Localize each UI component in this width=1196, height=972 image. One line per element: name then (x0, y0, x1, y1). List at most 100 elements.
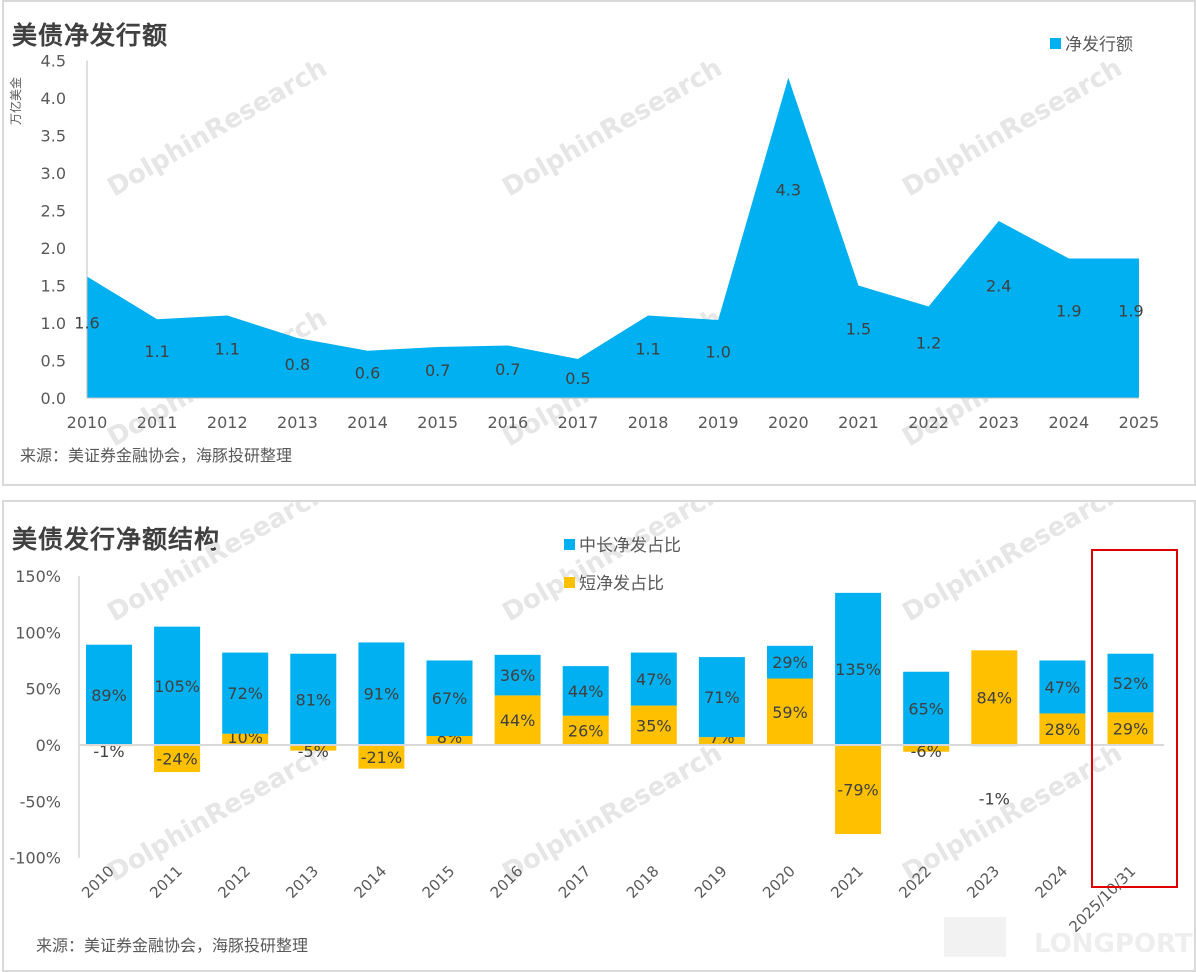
legend-swatch (564, 539, 575, 550)
data-label: -1% (979, 789, 1010, 808)
net-issuance-chart-panel: 美债净发行额 DolphinResearch DolphinResearch Dol… (2, 0, 1196, 486)
data-label: 71% (704, 688, 740, 707)
data-label: 36% (500, 666, 536, 685)
data-label: 135% (835, 660, 881, 679)
watermark-text: DolphinResearch (103, 53, 333, 203)
x-tick-label: 2015 (419, 862, 459, 902)
x-tick-label: 2024 (1049, 413, 1090, 432)
bar-short-term (290, 745, 337, 751)
chart-title: 美债净发行额 (12, 21, 169, 50)
x-tick-label: 2015 (417, 413, 458, 432)
data-label: 65% (908, 699, 944, 718)
bar-mid-long-term (426, 660, 473, 736)
x-tick-label: 2013 (277, 413, 318, 432)
x-tick-label: 2022 (908, 413, 949, 432)
bar-mid-long-term (1039, 660, 1086, 714)
legend-label: 短净发占比 (579, 574, 664, 594)
bar-mid-long-term (903, 671, 950, 745)
x-tick-label: 2018 (623, 862, 663, 902)
issuance-structure-chart-panel: 美债发行净额结构 DolphinResearch DolphinResearch D… (2, 500, 1196, 972)
data-label: 89% (91, 686, 127, 705)
watermark-text: DolphinResearch (103, 502, 333, 628)
bar-short-term (630, 705, 677, 745)
y-tick-label: 1.0 (41, 314, 66, 333)
bar-mid-long-term (835, 592, 882, 745)
watermark-text: DolphinResearch (898, 53, 1128, 203)
bar-short-term (562, 715, 609, 745)
bar-short-term (698, 737, 745, 745)
data-label: 47% (636, 670, 672, 689)
bar-short-term (494, 695, 541, 745)
x-tick-label: 2014 (350, 862, 390, 902)
bar-short-term (971, 650, 1018, 745)
x-tick-label: 2011 (146, 862, 186, 902)
x-tick-label: 2023 (963, 862, 1003, 902)
y-tick-label: 3.5 (41, 127, 66, 146)
x-tick-label: 2021 (827, 862, 867, 902)
data-label: 1.1 (635, 340, 660, 359)
legend-label: 净发行额 (1065, 35, 1133, 55)
y-tick-label: -100% (9, 849, 61, 868)
watermark-text: DolphinResearch (498, 502, 728, 628)
x-tick-label: 2019 (698, 413, 739, 432)
data-label: 1.1 (215, 340, 240, 359)
data-label: 1.9 (1118, 302, 1143, 321)
chart-source: 来源：美证券金融协会，海豚投研整理 (36, 936, 309, 955)
data-label: 28% (1045, 720, 1081, 739)
data-label: 1.5 (846, 320, 871, 339)
y-tick-label: 50% (25, 680, 61, 699)
data-label: 35% (636, 716, 672, 735)
bar-short-term (222, 733, 269, 745)
x-tick-label: 2025/10/31 (1065, 862, 1139, 936)
x-tick-label: 2021 (838, 413, 879, 432)
data-label: 81% (296, 690, 332, 709)
x-tick-label: 2024 (1031, 862, 1071, 902)
x-tick-label: 2012 (207, 413, 248, 432)
x-tick-label: 2025 (1119, 413, 1160, 432)
bar-mid-long-term (698, 657, 745, 738)
bar-short-term (903, 745, 950, 752)
data-label: 0.7 (425, 361, 450, 380)
x-tick-label: 2010 (67, 413, 108, 432)
data-label: 67% (432, 689, 468, 708)
y-axis-unit-label: 万亿美金 (8, 77, 23, 125)
data-label: 1.6 (74, 314, 99, 333)
data-label: 29% (1113, 720, 1149, 739)
watermark-text: DolphinResearch (498, 53, 728, 203)
x-tick-label: 2019 (691, 862, 731, 902)
logo-text: LONGPORT (1034, 929, 1193, 959)
y-tick-label: -50% (20, 792, 61, 811)
data-label: -5% (298, 742, 329, 761)
area-series-net-issuance (87, 77, 1139, 398)
bar-short-term (1039, 713, 1086, 745)
x-tick-label: 2017 (555, 862, 595, 902)
x-tick-label: 2014 (347, 413, 388, 432)
data-label: 47% (1045, 678, 1081, 697)
highlight-box (1091, 549, 1178, 888)
y-tick-label: 2.5 (41, 202, 66, 221)
logo-mark (944, 917, 1006, 957)
data-label: 0.7 (495, 360, 520, 379)
bar-short-term (1107, 712, 1154, 745)
bar-short-term (835, 745, 882, 835)
data-label: 26% (568, 721, 604, 740)
data-label: 29% (772, 653, 808, 672)
data-label: 105% (154, 677, 200, 696)
chart-title: 美债发行净额结构 (12, 525, 221, 554)
watermark-text: DolphinResearch (498, 738, 728, 888)
x-tick-label: 2012 (214, 862, 254, 902)
y-tick-label: 0% (36, 736, 61, 755)
bar-mid-long-term (767, 645, 813, 679)
data-label: 91% (364, 685, 400, 704)
bar-short-term (358, 745, 405, 769)
y-tick-label: 2.0 (41, 239, 66, 258)
data-label: 52% (1113, 674, 1149, 693)
x-tick-label: 2013 (282, 862, 322, 902)
x-tick-label: 2023 (978, 413, 1019, 432)
data-label: 1.1 (144, 342, 169, 361)
legend-swatch (564, 577, 575, 588)
data-label: 0.6 (355, 363, 380, 382)
legend-swatch (1050, 38, 1061, 49)
bar-mid-long-term (154, 626, 201, 745)
bar-short-term (426, 735, 473, 745)
